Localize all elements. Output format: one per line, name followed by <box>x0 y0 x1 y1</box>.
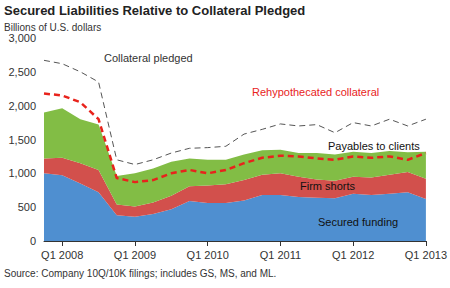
svg-text:Rehypothecated collateral: Rehypothecated collateral <box>252 86 379 98</box>
svg-text:1,000: 1,000 <box>8 167 36 179</box>
svg-text:Q1 2008: Q1 2008 <box>41 249 83 261</box>
svg-text:Source: Company 10Q/10K filing: Source: Company 10Q/10K filings; include… <box>4 268 276 279</box>
svg-text:1,500: 1,500 <box>8 134 36 146</box>
svg-text:2,500: 2,500 <box>8 66 36 78</box>
svg-text:Collateral pledged: Collateral pledged <box>104 52 193 64</box>
svg-text:2,000: 2,000 <box>8 100 36 112</box>
svg-text:Q1 2013: Q1 2013 <box>405 249 447 261</box>
svg-text:Secured funding: Secured funding <box>318 216 398 228</box>
svg-text:0: 0 <box>30 235 36 247</box>
svg-text:Q1 2010: Q1 2010 <box>187 249 229 261</box>
svg-text:Q1 2012: Q1 2012 <box>332 249 374 261</box>
svg-text:3,000: 3,000 <box>8 32 36 44</box>
svg-text:Secured Liabilities Relative t: Secured Liabilities Relative to Collater… <box>4 3 305 18</box>
svg-text:500: 500 <box>18 201 36 213</box>
svg-text:Firm shorts: Firm shorts <box>300 180 356 192</box>
svg-text:Billions of U.S. dollars: Billions of U.S. dollars <box>4 22 101 33</box>
svg-text:Payables to clients: Payables to clients <box>328 140 420 152</box>
svg-text:Q1 2011: Q1 2011 <box>260 249 301 261</box>
svg-text:Q1 2009: Q1 2009 <box>114 249 156 261</box>
